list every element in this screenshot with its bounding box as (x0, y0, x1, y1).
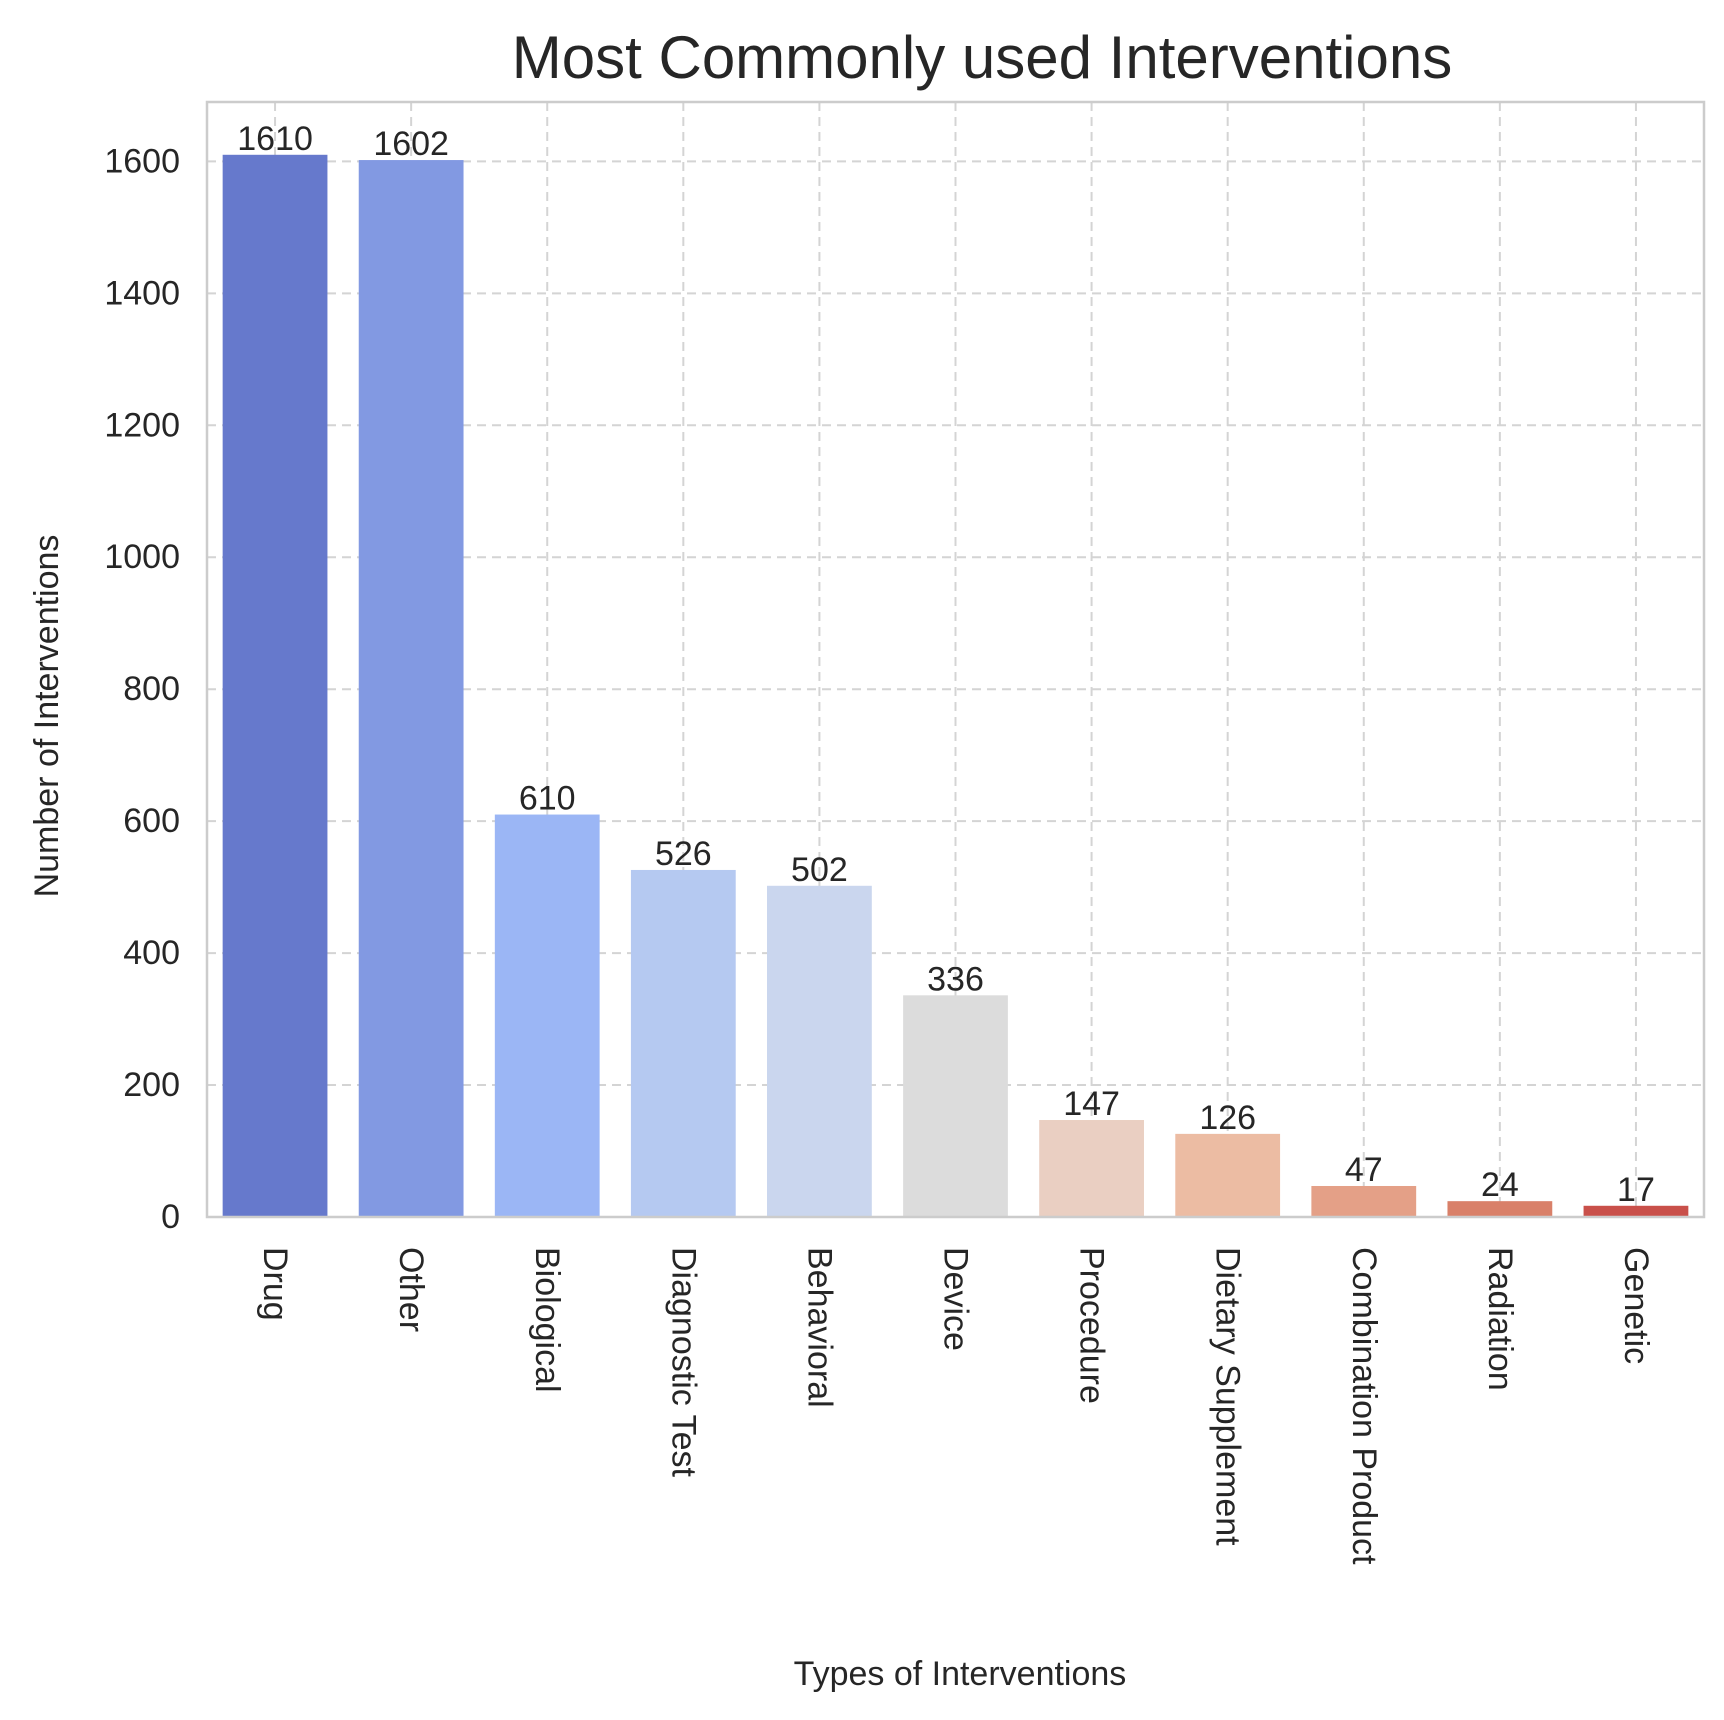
x-tick-label-2: Biological (528, 1247, 566, 1393)
bar-3 (630, 869, 736, 1217)
data-label-3: 526 (655, 835, 712, 873)
x-tick-label-1: Other (392, 1247, 430, 1332)
x-tick-label-7: Dietary Supplement (1209, 1247, 1247, 1546)
bars (222, 154, 1689, 1218)
bar-9 (1447, 1201, 1553, 1217)
grid (207, 102, 1704, 1217)
x-tick-label-10: Genetic (1617, 1247, 1655, 1364)
data-label-1: 1602 (373, 125, 449, 163)
y-tick-label-2: 400 (123, 934, 180, 972)
x-axis-ticks: Drug Other Biological Diagnostic Test Behavi… (256, 1247, 1655, 1565)
x-tick-label-9: Radiation (1481, 1247, 1519, 1391)
y-tick-label-3: 600 (123, 802, 180, 840)
data-labels: 1610 1602 610 526 502 336 147 126 47 24 17 (237, 120, 1655, 1209)
x-tick-label-0: Drug (256, 1247, 294, 1321)
bar-0 (222, 154, 328, 1218)
x-tick-label-4: Behavioral (800, 1247, 838, 1408)
bar-10 (1583, 1205, 1689, 1217)
bar-8 (1311, 1185, 1417, 1217)
data-label-10: 17 (1617, 1171, 1655, 1209)
y-axis-ticks: 0 200 400 600 800 1000 1200 1400 1600 (104, 142, 180, 1236)
data-label-8: 47 (1345, 1151, 1383, 1189)
data-label-7: 126 (1199, 1099, 1256, 1137)
data-label-6: 147 (1063, 1085, 1120, 1123)
data-label-2: 610 (519, 780, 576, 818)
bar-7 (1175, 1133, 1281, 1217)
x-tick-label-8: Combination Product (1345, 1247, 1383, 1565)
y-tick-label-0: 0 (161, 1198, 180, 1236)
y-tick-label-8: 1600 (104, 142, 180, 180)
y-tick-label-5: 1000 (104, 538, 180, 576)
y-tick-label-1: 200 (123, 1066, 180, 1104)
bar-4 (767, 885, 872, 1217)
bar-1 (358, 160, 464, 1217)
data-label-4: 502 (791, 851, 848, 889)
data-label-5: 336 (927, 960, 984, 998)
y-tick-label-4: 800 (123, 670, 180, 708)
y-tick-label-6: 1200 (104, 406, 180, 444)
y-tick-label-7: 1400 (104, 274, 180, 312)
x-tick-label-5: Device (937, 1247, 975, 1351)
x-axis-label: Types of Interventions (794, 1655, 1127, 1693)
data-label-0: 1610 (237, 120, 313, 158)
y-axis-label: Number of Interventions (28, 535, 66, 898)
bar-2 (494, 814, 600, 1217)
bar-5 (903, 995, 1008, 1217)
x-tick-label-6: Procedure (1073, 1247, 1111, 1404)
data-label-9: 24 (1481, 1166, 1519, 1204)
x-tick-label-3: Diagnostic Test (664, 1247, 702, 1477)
chart-title: Most Commonly used Interventions (512, 24, 1452, 91)
bar-6 (1039, 1120, 1144, 1217)
plot-frame (205, 100, 1706, 1219)
